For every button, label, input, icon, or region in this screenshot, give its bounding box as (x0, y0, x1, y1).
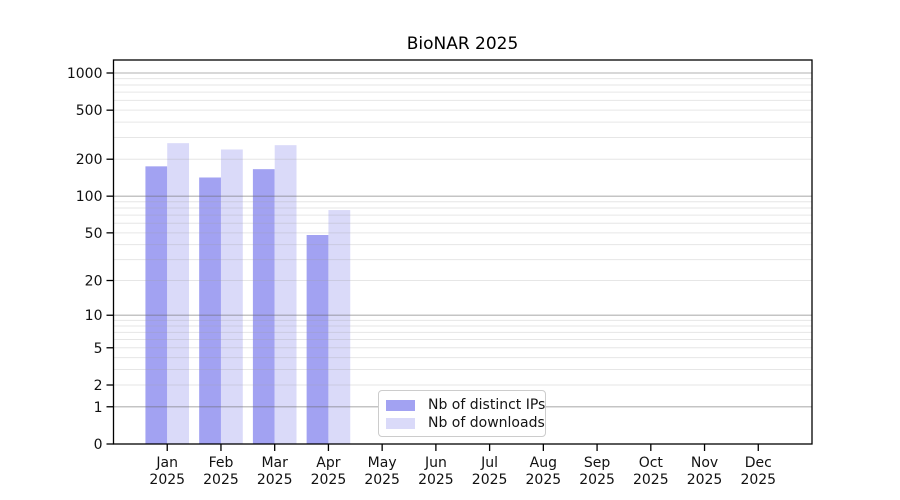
legend-swatch-distinct-ips (386, 399, 415, 411)
x-tick-year-mar: 2025 (257, 472, 293, 488)
x-tick-label-feb: Feb (209, 455, 234, 471)
y-tick-label-500: 500 (76, 103, 103, 119)
x-tick-year-jul: 2025 (472, 472, 508, 488)
x-tick-label-aug: Aug (530, 455, 557, 471)
bar-apr-downloads (328, 210, 351, 444)
bar-feb-downloads (220, 149, 243, 445)
bar-mar-downloads (274, 145, 297, 444)
x-tick-year-jun: 2025 (418, 472, 454, 488)
x-tick-label-jun: Jun (424, 455, 447, 471)
legend-entry-distinct-ips: Nb of distinct IPs (386, 396, 545, 414)
y-tick-label-200: 200 (76, 152, 103, 168)
y-tick-label-1: 1 (94, 400, 103, 416)
x-tick-label-jul: Jul (480, 455, 498, 471)
x-tick-year-aug: 2025 (526, 472, 562, 488)
x-tick-year-feb: 2025 (203, 472, 239, 488)
legend-entry-downloads: Nb of downloads (386, 414, 545, 432)
x-tick-label-dec: Dec (745, 455, 772, 471)
x-tick-year-oct: 2025 (633, 472, 669, 488)
x-tick-year-may: 2025 (364, 472, 400, 488)
y-tick-label-50: 50 (85, 226, 103, 242)
y-tick-label-1000: 1000 (67, 66, 103, 82)
y-tick-label-5: 5 (94, 341, 103, 357)
bar-jan-distinct-ips (145, 166, 168, 445)
y-tick-label-20: 20 (85, 274, 103, 290)
y-tick-label-100: 100 (76, 189, 103, 205)
x-tick-year-dec: 2025 (740, 472, 776, 488)
x-tick-year-nov: 2025 (687, 472, 723, 488)
legend: Nb of distinct IPs Nb of downloads (378, 390, 546, 437)
legend-label-downloads: Nb of downloads (428, 415, 545, 431)
x-tick-label-sep: Sep (584, 455, 611, 471)
y-tick-label-10: 10 (85, 308, 103, 324)
legend-swatch-downloads (386, 417, 415, 429)
x-tick-label-may: May (368, 455, 397, 471)
x-tick-year-apr: 2025 (311, 472, 347, 488)
x-tick-label-nov: Nov (691, 455, 718, 471)
plot-border (112, 59, 813, 445)
x-tick-label-jan: Jan (155, 455, 178, 471)
y-tick-label-2: 2 (94, 378, 103, 394)
x-tick-year-sep: 2025 (579, 472, 615, 488)
x-tick-label-apr: Apr (316, 455, 340, 471)
bar-jan-downloads (167, 143, 190, 444)
x-tick-year-jan: 2025 (149, 472, 185, 488)
legend-label-distinct-ips: Nb of distinct IPs (428, 397, 546, 413)
bar-mar-distinct-ips (252, 169, 275, 445)
y-tick-label-0: 0 (94, 437, 103, 453)
bar-feb-distinct-ips (199, 177, 221, 444)
bar-apr-distinct-ips (306, 235, 329, 444)
chart-title: BioNAR 2025 (406, 34, 519, 54)
x-tick-label-mar: Mar (261, 455, 288, 471)
x-tick-label-oct: Oct (639, 455, 664, 471)
